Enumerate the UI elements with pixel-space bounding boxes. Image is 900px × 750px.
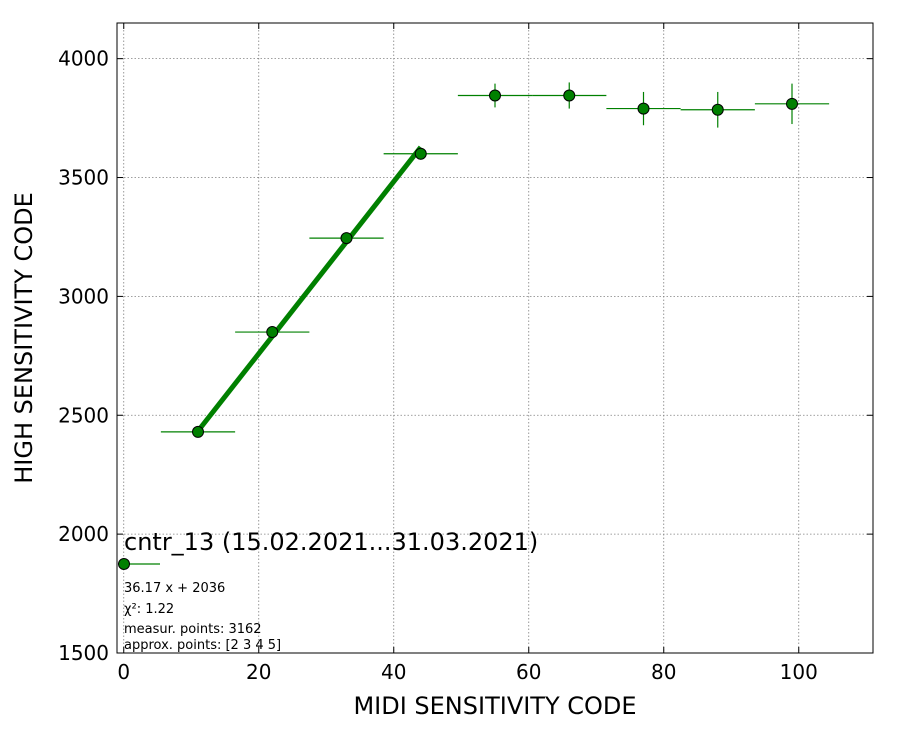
x-tick-label: 0 (117, 660, 130, 684)
data-point (266, 326, 279, 339)
y-tick-label: 4000 (58, 47, 109, 71)
data-layer (160, 82, 830, 438)
legend-marker (118, 558, 130, 570)
x-axis-label: MIDI SENSITIVITY CODE (353, 692, 636, 720)
legend-title: cntr_13 (15.02.2021...31.03.2021) (124, 528, 538, 556)
x-tick-label: 100 (780, 660, 818, 684)
legend: cntr_13 (15.02.2021...31.03.2021) 36.17 … (118, 528, 538, 653)
axes-layer (116, 22, 874, 654)
y-tick-label: 3000 (58, 284, 109, 308)
data-point (340, 232, 353, 245)
data-point (563, 89, 576, 102)
tick-layer: 0 20 40 60 80 100 1500 2000 2500 3000 3500 4000 (58, 23, 873, 684)
y-tick-label: 2500 (58, 403, 109, 427)
grid-layer (117, 23, 873, 654)
data-point (489, 89, 501, 102)
x-tick-label: 20 (246, 660, 271, 684)
chi-squared-annotation: χ²: 1.22 (124, 602, 174, 617)
y-tick-label: 1500 (58, 641, 109, 665)
fit-equation-annotation: 36.17 x + 2036 (124, 581, 225, 596)
y-tick-label: 3500 (58, 166, 109, 190)
data-point (192, 425, 204, 438)
data-point (711, 103, 724, 116)
data-point (786, 97, 798, 110)
x-tick-label: 80 (651, 660, 676, 684)
x-tick-label: 40 (381, 660, 406, 684)
measured-points-annotation: measur. points: 3162 (124, 622, 262, 637)
y-tick-label: 2000 (58, 522, 109, 546)
fit-line (196, 145, 423, 433)
plot-frame (116, 22, 874, 654)
data-point (414, 147, 427, 160)
y-axis-label: HIGH SENSITIVITY CODE (10, 192, 38, 484)
x-tick-label: 60 (516, 660, 541, 684)
data-point (637, 102, 650, 115)
approx-points-annotation: approx. points: [2 3 4 5] (124, 638, 281, 653)
